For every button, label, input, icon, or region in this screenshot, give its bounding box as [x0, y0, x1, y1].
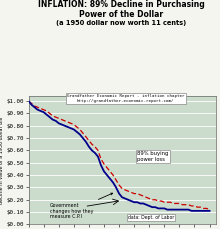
Text: Government
changes how they
measure C.P.I: Government changes how they measure C.P.…: [50, 193, 113, 219]
Text: Grandfather Economic Report - inflation chapter
http://grandfather-economic-repo: Grandfather Economic Report - inflation …: [67, 94, 185, 103]
Text: data: Dept. of Labor: data: Dept. of Labor: [128, 215, 174, 220]
Text: (a 1950 dollar now worth 11 cents): (a 1950 dollar now worth 11 cents): [56, 20, 186, 26]
Text: 89% buying
power loss: 89% buying power loss: [137, 151, 169, 162]
Y-axis label: decline in value of a 1950 dollar bill: decline in value of a 1950 dollar bill: [0, 117, 4, 204]
Text: INFLATION: 89% Decline in Purchasing: INFLATION: 89% Decline in Purchasing: [38, 0, 204, 9]
Text: Power of the Dollar: Power of the Dollar: [79, 10, 163, 19]
